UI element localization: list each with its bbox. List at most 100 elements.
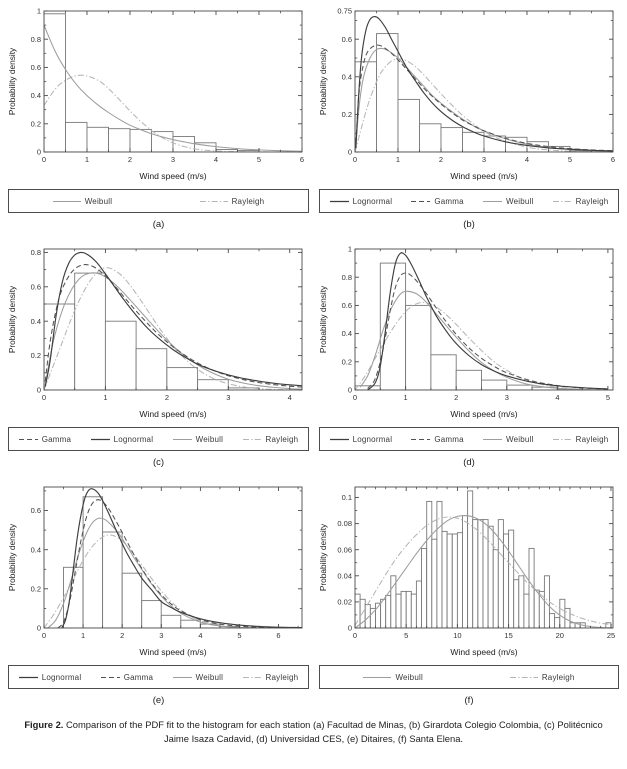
legend-item-rayleigh: Rayleigh [509,673,575,682]
x-tick-label: 4 [288,393,292,402]
axes-box [43,486,303,629]
histogram-bar [533,589,540,628]
x-tick-label: 0 [353,155,357,164]
subplot-label-c: (c) [152,457,165,468]
histogram-bar [104,320,137,390]
legend-label-weibull: Weibull [195,672,224,682]
legend-line-weibull [363,676,392,678]
histogram-bar [440,127,463,152]
histogram-bar [506,384,533,390]
legend-item-rayleigh: Rayleigh [552,435,609,444]
histogram-bar [108,128,131,152]
plot-e: 0 1 2 3 4 5 6 0 0.2 0.4 0.6 Wind speed (m/s) Probabi… [7,486,303,657]
x-tick-label: 20 [556,631,564,640]
x-tick-label: 3 [226,393,230,402]
subplot-label-a: (a) [152,219,165,230]
y-tick-label: 1 [348,245,352,254]
subplot-label-d: (d) [463,457,475,468]
legend-line-weibull [172,438,192,440]
x-tick-label: 2 [439,155,443,164]
legend-line-lognormal [90,438,110,440]
histogram-bar [197,379,229,390]
y-tick-label: 0.75 [337,7,352,16]
histogram-bar [102,531,123,628]
x-tick-label: 1 [81,631,85,640]
legend-d: Lognormal Gamma Weibull Rayleigh [319,427,619,451]
y-axis-label: Probability density [318,285,328,353]
x-tick-label: 2 [128,155,132,164]
legend-line-weibull [482,200,502,202]
y-tick-label: 0.6 [31,506,41,515]
x-tick-label: 6 [276,631,280,640]
histogram-bar [554,617,561,628]
x-tick-label: 3 [159,631,163,640]
plot-area-a [44,13,302,152]
legend-label-rayleigh: Rayleigh [265,434,299,444]
plot-area-d [355,252,608,390]
legend-item-lognormal: Lognormal [90,435,154,444]
y-tick-label: 0 [37,624,41,633]
histogram-bar [380,598,387,628]
x-axis-label: Wind speed (m/s) [139,647,206,657]
gamma-curve [367,272,608,390]
lognormal-curve [44,251,302,387]
legend-line-lognormal [18,676,38,678]
histogram-bar [456,532,463,628]
gamma-curve [44,264,302,388]
plot-area-e [44,488,302,628]
y-tick-label: 0.2 [342,357,352,366]
histogram-bar [74,272,106,390]
legend-item-lognormal: Lognormal [329,435,393,444]
legend-label-rayleigh: Rayleigh [231,196,265,206]
legend-b: Lognormal Gamma Weibull Rayleigh [319,189,619,213]
legend-label-gamma: Gamma [41,434,72,444]
x-axis-label: Wind speed (m/s) [139,409,206,419]
y-tick-label: 0.4 [31,545,41,554]
histogram-bar [376,33,399,152]
legend-line-gamma [411,200,431,202]
x-tick-label: 5 [568,155,572,164]
histogram-bar [518,575,525,628]
lognormal-curve [367,252,608,390]
plot-b: 0 1 2 3 4 5 6 0 0.2 0.4 0.6 0.75 Wind speed (m/s) Pro… [318,7,615,181]
legend-label-rayleigh: Rayleigh [265,672,299,682]
subplot-c: 0 1 2 3 4 0 0.2 0.4 0.6 0.8 Wind speed (m/s) Probab… [6,244,311,468]
legend-item-rayleigh: Rayleigh [199,196,265,206]
legend-label-lognormal: Lognormal [41,672,82,682]
histogram-bar [426,500,433,628]
plot-a: 0 1 2 3 4 5 6 0 0.2 0.4 0.6 0.8 1 Wind speed (m/s) Pro… [7,7,304,181]
legend-item-weibull: Weibull [172,434,224,444]
y-tick-label: 0 [348,624,352,633]
legend-label-weibull: Weibull [395,672,423,682]
y-tick-label: 0.8 [31,35,41,44]
legend-label-weibull: Weibull [505,196,534,206]
legend-label-weibull: Weibull [195,434,224,444]
y-tick-label: 1 [37,7,41,16]
histogram-bar [421,547,428,628]
histogram-bar [455,369,482,390]
histogram-bar [194,142,217,152]
subplot-label-e: (e) [152,695,165,706]
legend-line-rayleigh [552,200,572,202]
histogram-bar [441,530,448,628]
y-tick-label: 0.2 [31,119,41,128]
x-tick-label: 0 [42,631,46,640]
legend-c: Gamma Lognormal Weibull Rayleigh [8,427,309,451]
histogram-bar [446,533,453,628]
x-axis-label: Wind speed (m/s) [450,647,517,657]
lognormal-curve [61,488,302,628]
legend-line-gamma [100,676,120,678]
legend-line-rayleigh [199,200,228,202]
legend-line-weibull [52,200,81,202]
legend-item-rayleigh: Rayleigh [552,196,609,206]
y-tick-label: 0.02 [337,598,352,607]
x-tick-label: 3 [171,155,175,164]
x-tick-label: 3 [482,155,486,164]
histogram-bar [65,121,88,152]
x-tick-label: 4 [198,631,202,640]
x-tick-label: 4 [555,393,559,402]
x-tick-label: 1 [396,155,400,164]
legend-label-rayleigh: Rayleigh [575,196,609,206]
weibull-curve [47,517,302,628]
legend-label-weibull: Weibull [505,434,534,444]
